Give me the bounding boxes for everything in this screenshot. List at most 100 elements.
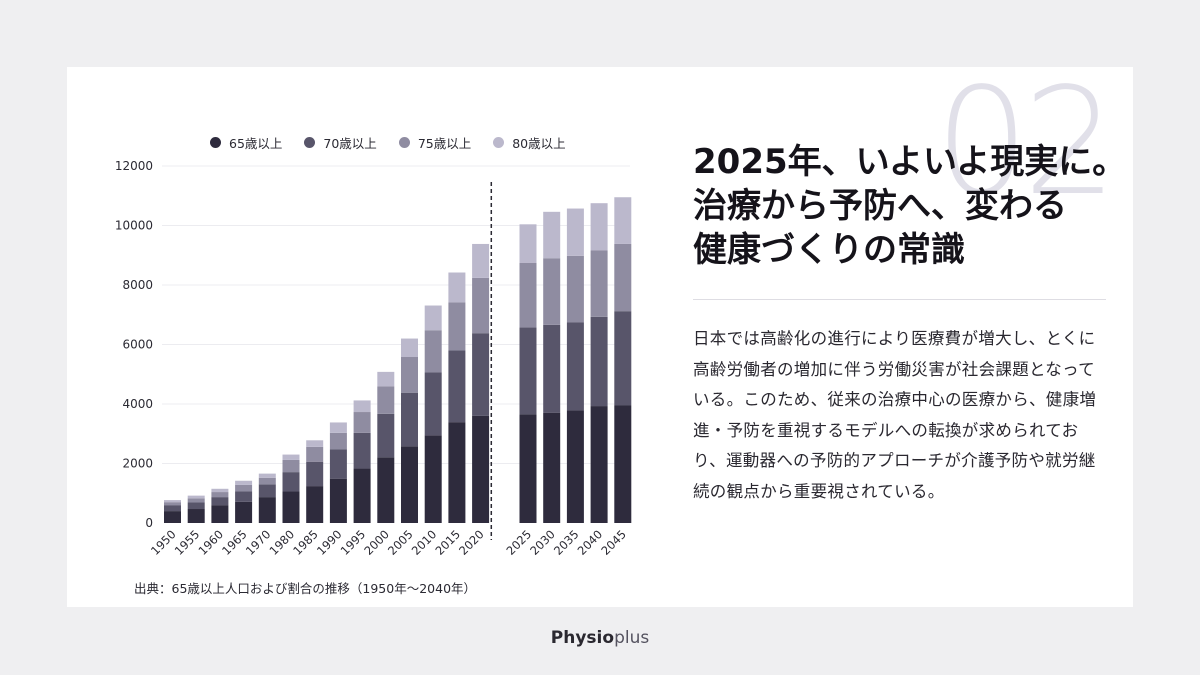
bar-segment (187, 498, 205, 503)
bar-segment (566, 255, 584, 323)
bar-segment (164, 505, 181, 512)
y-tick-label: 12000 (115, 159, 153, 173)
bar-segment (472, 277, 490, 334)
bar-segment (519, 327, 537, 415)
bar-segment (187, 495, 205, 499)
bar-segment (329, 449, 347, 479)
bar-segment (614, 197, 632, 244)
bar-segment (164, 502, 181, 506)
bar-segment (543, 211, 561, 259)
section-number: 02 (935, 56, 1117, 228)
bar-segment (543, 412, 561, 523)
x-tick-label: 1955 (172, 527, 203, 558)
bar-segment (377, 386, 395, 414)
bar-segment (353, 412, 371, 433)
bar-segment (306, 486, 324, 523)
legend-item: 75歳以上 (398, 133, 471, 152)
bar-segment (353, 432, 371, 469)
bar-segment (282, 491, 300, 523)
bar-segment (590, 316, 608, 407)
bar-segment (401, 356, 418, 393)
y-tick-label: 10000 (115, 219, 153, 233)
bar-segment (519, 414, 537, 523)
bar-segment (164, 511, 181, 523)
bar-segment (282, 472, 300, 492)
x-tick-label: 1980 (267, 527, 298, 558)
brand-sub: plus (614, 628, 650, 648)
legend-label: 80歳以上 (512, 136, 566, 151)
bar-segment (424, 330, 442, 373)
x-tick-label: 1990 (314, 527, 345, 558)
divider (693, 299, 1106, 300)
bar-segment (282, 454, 300, 460)
page-title: 2025年、いよいよ現実に。 治療から予防へ、変わる 健康づくりの常識 (693, 140, 1127, 272)
bar-segment (282, 459, 300, 473)
x-tick-label: 2000 (361, 527, 392, 558)
bar-segment (448, 272, 466, 303)
bar-segment (353, 468, 371, 523)
legend-item: 65歳以上 (210, 133, 282, 152)
bar-segment (306, 461, 324, 487)
x-tick-label: 2040 (575, 527, 606, 558)
legend-swatch (304, 137, 316, 148)
bar-segment (377, 413, 395, 458)
bar-segment (235, 484, 253, 492)
bar-segment (519, 224, 537, 263)
bar-segment (424, 435, 442, 523)
title-line-2: 治療から予防へ、変わる (693, 186, 1067, 226)
chart-legend: 65歳以上 70歳以上 75歳以上 80歳以上 (210, 133, 566, 152)
bar-segment (187, 502, 205, 510)
x-tick-label: 1985 (290, 527, 321, 558)
bar-segment (211, 497, 229, 506)
y-tick-label: 6000 (122, 338, 153, 352)
title-line-1: 2025年、いよいよ現実に。 (693, 142, 1127, 182)
bar-segment (566, 208, 584, 256)
x-tick-label: 1960 (195, 527, 226, 558)
bar-segment (614, 311, 632, 406)
x-tick-label: 1970 (243, 527, 274, 558)
bar-segment (401, 446, 418, 523)
bar-segment (211, 505, 229, 523)
brand-logo: Physioplus (0, 628, 1200, 648)
bar-segment (329, 432, 347, 450)
bar-segment (424, 305, 442, 331)
bar-segment (543, 258, 561, 325)
brand-main: Physio (550, 628, 615, 648)
bar-segment (614, 405, 632, 523)
bar-segment (472, 415, 490, 523)
x-tick-label: 2030 (527, 527, 558, 558)
legend-item: 80歳以上 (493, 133, 566, 152)
bar-segment (187, 509, 205, 523)
bar-segment (377, 457, 395, 523)
bar-segment (353, 400, 371, 413)
bar-segment (235, 501, 253, 523)
bar-segment (211, 492, 229, 498)
legend-item: 70歳以上 (304, 133, 377, 152)
x-tick-label: 2005 (385, 527, 416, 558)
legend-label: 70歳以上 (323, 136, 377, 151)
bar-segment (258, 497, 276, 523)
bar-segment (566, 322, 584, 411)
y-tick-label: 2000 (122, 457, 153, 471)
bar-segment (235, 491, 253, 502)
x-tick-label: 1950 (148, 527, 179, 558)
bar-segment (258, 477, 276, 485)
x-tick-label: 1965 (219, 527, 250, 558)
bar-segment (211, 488, 229, 493)
bar-segment (258, 473, 276, 478)
x-tick-label: 2045 (598, 527, 629, 558)
x-tick-label: 2015 (432, 527, 463, 558)
bar-segment (306, 446, 324, 462)
bar-segment (424, 372, 442, 436)
bar-segment (164, 500, 181, 503)
bar-segment (590, 203, 608, 251)
bar-segment (306, 440, 324, 447)
bar-segment (448, 422, 466, 523)
bar-segment (590, 250, 608, 317)
bar-segment (448, 350, 466, 423)
y-tick-label: 4000 (122, 397, 153, 411)
bar-segment (329, 478, 347, 523)
chart-source: 出典：65歳以上人口および割合の推移（1950年〜2040年） (134, 581, 477, 596)
x-tick-label: 2035 (551, 527, 582, 558)
legend-label: 65歳以上 (229, 136, 283, 151)
